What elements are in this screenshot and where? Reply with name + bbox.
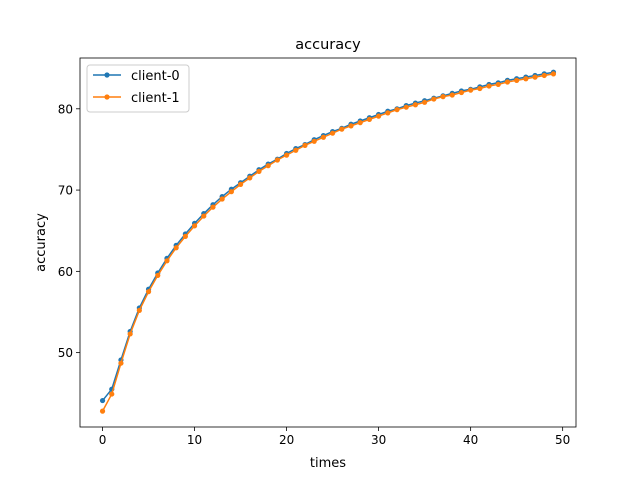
data-point-client-1: [449, 92, 455, 98]
data-point-client-1: [265, 163, 271, 169]
x-axis-label: times: [310, 456, 346, 471]
legend-marker-client-0: [104, 72, 110, 78]
data-point-client-1: [311, 138, 317, 144]
x-tick-label: 30: [371, 433, 386, 447]
series-client-1: [99, 71, 557, 414]
series-layer: [99, 69, 557, 414]
data-point-client-1: [394, 107, 400, 113]
data-point-client-1: [330, 130, 336, 136]
y-axis-label: accuracy: [34, 213, 49, 272]
data-point-client-1: [136, 307, 142, 313]
x-tick-label: 0: [99, 433, 107, 447]
data-point-client-1: [228, 189, 234, 195]
x-tick-label: 10: [187, 433, 202, 447]
data-point-client-1: [191, 223, 198, 229]
data-point-client-1: [541, 72, 547, 79]
data-point-client-1: [357, 120, 363, 126]
legend-label-client-0: client-0: [131, 69, 180, 84]
x-tick-label: 50: [555, 433, 570, 447]
data-point-client-1: [532, 74, 538, 80]
data-point-client-1: [504, 79, 511, 85]
chart-title: accuracy: [295, 37, 361, 53]
data-point-client-1: [339, 126, 345, 132]
data-point-client-1: [550, 71, 557, 77]
data-point-client-1: [514, 77, 520, 83]
data-point-client-1: [403, 104, 409, 110]
data-point-client-1: [219, 196, 225, 202]
data-point-client-1: [523, 76, 529, 82]
x-tick-label: 40: [463, 433, 478, 447]
data-point-client-1: [412, 102, 419, 108]
data-point-client-1: [468, 87, 474, 93]
data-point-client-1: [256, 168, 262, 174]
y-tick-label: 60: [58, 265, 73, 279]
plot-frame: [79, 57, 577, 428]
data-point-client-1: [127, 331, 133, 337]
y-tick-label: 80: [58, 102, 73, 116]
data-point-client-1: [348, 123, 354, 129]
data-point-client-1: [422, 99, 428, 105]
data-point-client-1: [302, 142, 308, 148]
data-point-client-1: [109, 391, 115, 397]
data-point-client-1: [477, 85, 483, 92]
data-point-client-1: [458, 89, 465, 96]
y-tick-label: 70: [58, 184, 73, 198]
data-point-client-1: [431, 96, 437, 102]
data-point-client-1: [164, 258, 170, 264]
data-point-client-0: [99, 397, 106, 404]
legend-label-client-1: client-1: [131, 91, 180, 106]
legend: client-0 client-1: [86, 64, 190, 113]
data-point-client-1: [376, 113, 382, 119]
data-point-client-1: [201, 213, 207, 219]
data-point-client-1: [210, 204, 216, 210]
data-point-client-1: [145, 289, 152, 295]
data-point-client-1: [99, 408, 106, 414]
data-point-client-1: [237, 181, 244, 187]
y-tick-label: 50: [58, 346, 73, 360]
data-point-client-1: [385, 110, 391, 116]
data-point-client-1: [274, 157, 280, 163]
data-point-client-1: [495, 81, 501, 88]
x-tick-label: 20: [279, 433, 294, 447]
data-point-client-1: [366, 116, 373, 122]
data-point-client-1: [283, 152, 290, 158]
legend-box: [86, 64, 190, 113]
axis-ticks: 0 10 20 30 40 50 50 60 70 80: [58, 102, 571, 447]
data-point-client-1: [182, 233, 188, 239]
data-point-client-1: [293, 147, 299, 153]
data-point-client-1: [320, 134, 326, 140]
legend-marker-client-1: [104, 94, 110, 100]
data-point-client-1: [118, 360, 124, 366]
data-point-client-1: [247, 175, 253, 181]
data-point-client-1: [440, 94, 446, 100]
data-point-client-1: [173, 245, 179, 251]
data-point-client-1: [155, 272, 161, 279]
data-point-client-1: [486, 83, 492, 89]
